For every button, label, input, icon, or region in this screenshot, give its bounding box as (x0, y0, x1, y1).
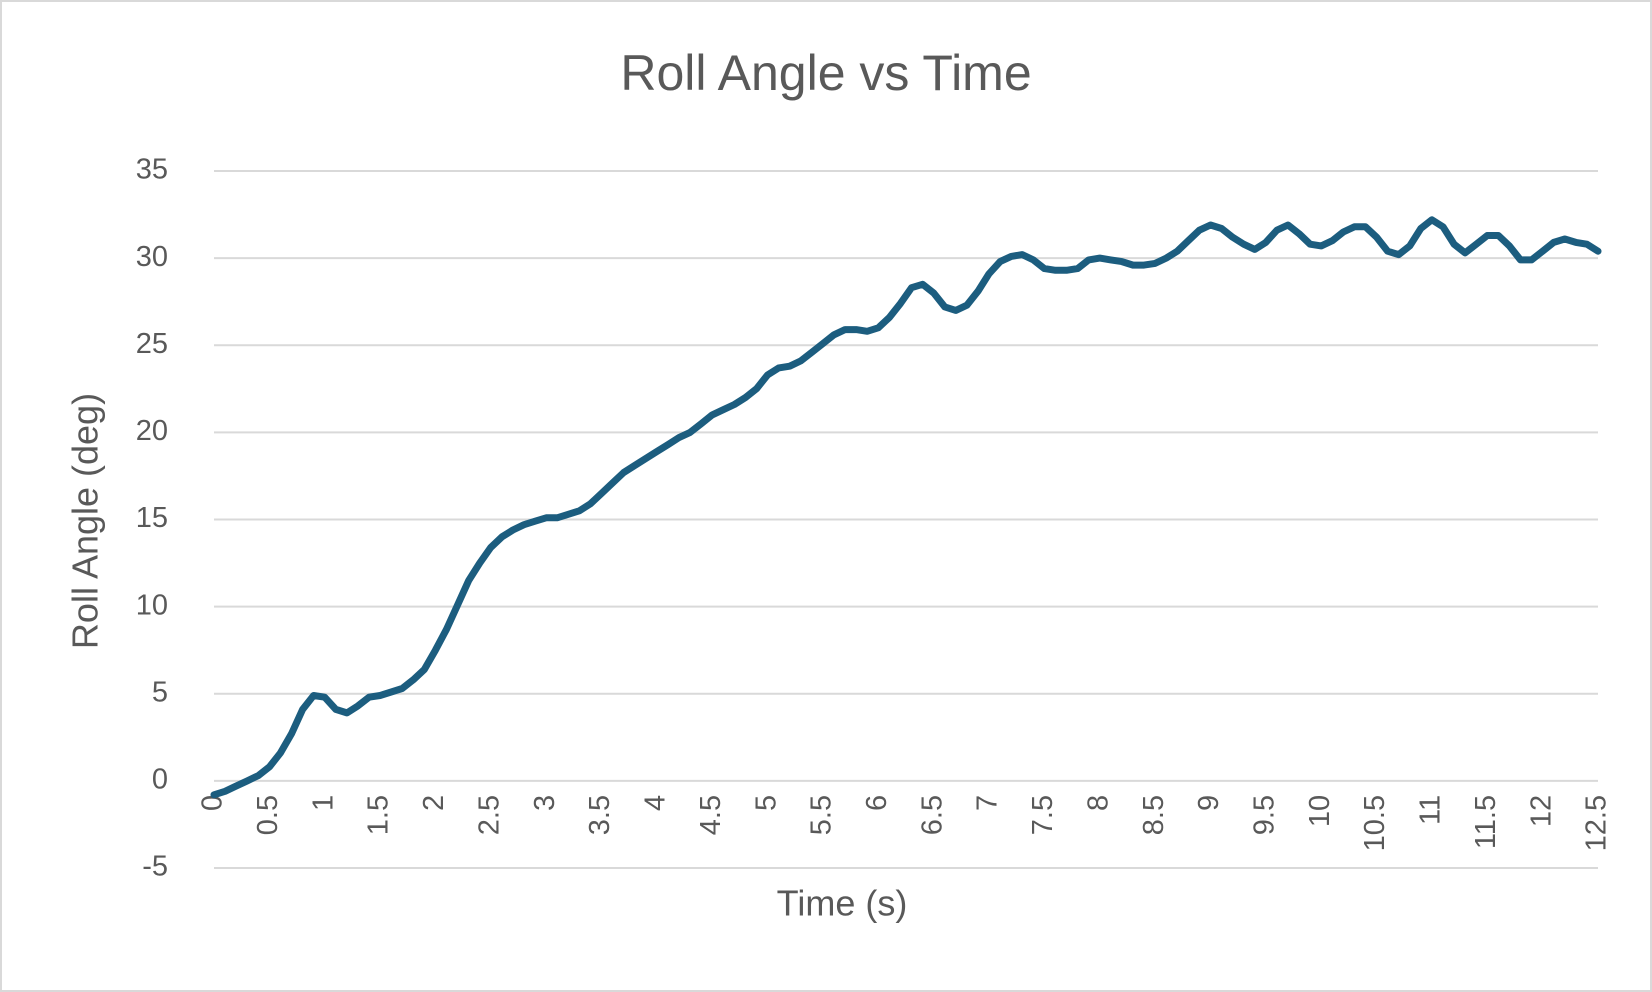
x-tick-label: 9.5 (1248, 795, 1280, 835)
x-tick-label: 4.5 (695, 795, 727, 835)
data-line (210, 216, 1602, 799)
x-tick-label: 11 (1415, 795, 1447, 825)
x-tick-label: 12.5 (1581, 795, 1613, 851)
x-tick-label: 6.5 (916, 795, 948, 835)
y-tick-label: 25 (136, 328, 168, 360)
x-tick-label: 5.5 (806, 795, 838, 835)
x-tick-label: 2 (418, 795, 450, 811)
x-tick-label: 7.5 (1027, 795, 1059, 835)
x-tick-label: 9 (1193, 795, 1225, 811)
x-tick-label: 0 (197, 795, 229, 811)
y-axis-title: Roll Angle (deg) (65, 393, 106, 649)
x-axis-title: Time (s) (777, 883, 908, 924)
x-tick-label: 1 (307, 795, 339, 811)
x-tick-label: 10.5 (1359, 795, 1391, 851)
x-tick-label: 6 (861, 795, 893, 811)
x-tick-label: 0.5 (252, 795, 284, 835)
x-tick-label: 3.5 (584, 795, 616, 835)
y-tick-label: 10 (136, 589, 168, 621)
y-tick-label: 35 (136, 154, 168, 186)
x-tick-label: 2.5 (473, 795, 505, 835)
x-tick-label: 12 (1525, 795, 1557, 827)
x-tick-label: 5 (750, 795, 782, 811)
x-tick-label: 3 (529, 795, 561, 811)
y-tick-label: 15 (136, 502, 168, 534)
y-tick-label: -5 (142, 851, 168, 883)
x-tick-label: 11.5 (1470, 795, 1502, 849)
x-tick-label: 8.5 (1138, 795, 1170, 835)
y-tick-label: 30 (136, 241, 168, 273)
chart-title: Roll Angle vs Time (620, 45, 1031, 101)
x-tick-label: 10 (1304, 795, 1336, 827)
y-tick-label: 5 (152, 676, 168, 708)
x-tick-label: 4 (640, 795, 672, 811)
y-tick-label: 20 (136, 415, 168, 447)
x-tick-label: 7 (972, 795, 1004, 811)
x-tick-label: 1.5 (363, 795, 395, 835)
y-tick-label: 0 (152, 764, 168, 796)
x-tick-label: 8 (1082, 795, 1114, 811)
